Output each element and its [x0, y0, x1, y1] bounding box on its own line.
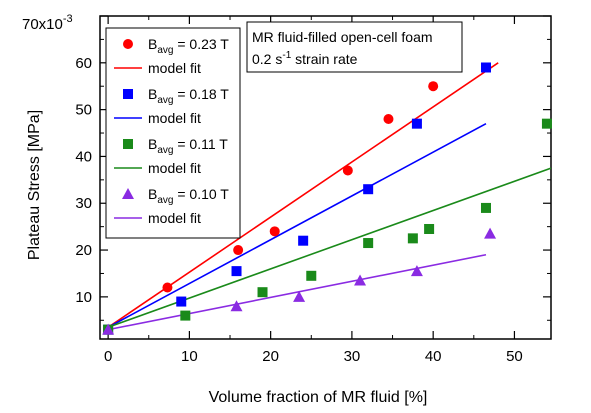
data-point-series-4: [484, 227, 497, 239]
y-tick-label: 50: [75, 102, 92, 119]
data-point-series-2: [363, 184, 374, 195]
y-tick-label: 60: [75, 55, 92, 72]
legend-label-b: B: [148, 186, 157, 202]
y-axis-title: Plateau Stress [MPa]: [26, 110, 43, 260]
x-tick-label: 0: [104, 348, 112, 365]
annotation-rate-suffix: strain rate: [291, 51, 357, 67]
annotation-line-1: MR fluid-filled open-cell foam: [252, 29, 433, 45]
data-point-series-3: [180, 310, 191, 321]
legend-label-value: = 0.10 T: [173, 186, 229, 202]
data-point-series-1: [383, 113, 394, 124]
legend-label-b: B: [148, 36, 157, 52]
data-point-series-2: [298, 235, 309, 246]
data-point-series-2: [176, 296, 187, 307]
data-point-series-1: [269, 226, 280, 237]
data-point-series-4: [293, 290, 306, 302]
legend-marker-series-1: [123, 39, 133, 49]
x-tick-label: 50: [506, 348, 523, 365]
fit-line-series-1: [107, 62, 499, 328]
data-point-series-4: [102, 323, 115, 335]
legend-label-sub: avg: [157, 195, 173, 206]
legend-label-series-2: Bavg = 0.18 T: [148, 86, 229, 106]
legend-fit-label-series-1: model fit: [148, 60, 201, 76]
legend-label-b: B: [148, 136, 157, 152]
x-tick-label: 20: [262, 348, 279, 365]
x-axis-title: Volume fraction of MR fluid [%]: [209, 389, 428, 406]
y-tick-label: 30: [75, 195, 92, 212]
data-point-series-2: [411, 118, 422, 129]
legend-label-value: = 0.23 T: [173, 36, 229, 52]
legend-label-value: = 0.11 T: [173, 136, 228, 152]
x-tick-label: 10: [181, 348, 198, 365]
tick-labels: 0 10 20 30 40 50 10 20 30 40 50 60: [75, 55, 522, 365]
legend-label-sub: avg: [157, 145, 173, 156]
legend-marker-series-3: [123, 139, 133, 149]
legend-fit-label-series-2: model fit: [148, 110, 201, 126]
data-point-series-1: [428, 81, 439, 92]
legend-label-value: = 0.18 T: [173, 86, 229, 102]
data-point-series-2: [480, 62, 491, 73]
y-tick-label: 20: [75, 242, 92, 259]
legend-label-sub: avg: [157, 95, 173, 106]
data-point-series-1: [233, 245, 244, 256]
x-tick-label: 30: [344, 348, 361, 365]
fit-line-series-2: [107, 122, 487, 329]
legend-label-series-3: Bavg = 0.11 T: [148, 136, 228, 156]
legend-label-sub: avg: [157, 45, 173, 56]
data-point-series-3: [480, 202, 491, 213]
data-point-series-1: [342, 165, 353, 176]
data-point-series-3: [424, 223, 435, 234]
y-tick-label: 10: [75, 289, 92, 306]
data-markers: [102, 62, 552, 335]
legend-marker-series-2: [123, 89, 133, 99]
data-point-series-3: [541, 118, 552, 129]
legend: Bavg = 0.23 T model fit Bavg = 0.18 T model…: [105, 27, 241, 239]
y-top-label-exponent: -3: [63, 13, 73, 25]
annotation-line-2: 0.2 s-1 strain rate: [252, 50, 358, 67]
annotation-box: MR fluid-filled open-cell foam 0.2 s-1 s…: [246, 21, 463, 73]
data-point-series-4: [230, 300, 243, 312]
x-tick-label: 40: [425, 348, 442, 365]
annotation-frame: [246, 21, 463, 73]
y-tick-label: 40: [75, 148, 92, 165]
data-point-series-4: [410, 265, 423, 277]
data-point-series-3: [363, 238, 374, 249]
legend-marker-series-4: [122, 188, 134, 199]
annotation-rate: 0.2 s: [252, 51, 282, 67]
data-point-series-3: [257, 287, 268, 298]
data-point-series-3: [407, 233, 418, 244]
y-top-label: 70x10-3: [22, 13, 73, 33]
fit-line-series-4: [107, 253, 487, 331]
annotation-rate-exponent: -1: [282, 50, 291, 61]
legend-fit-label-series-3: model fit: [148, 160, 201, 176]
y-top-label-mantissa: 70x10: [22, 16, 63, 33]
data-point-series-4: [354, 274, 367, 286]
plot-frame: [99, 15, 552, 340]
legend-fit-label-series-4: model fit: [148, 210, 201, 226]
data-point-series-3: [306, 270, 317, 281]
data-point-series-2: [231, 266, 242, 277]
legend-box: [105, 27, 241, 239]
data-point-series-1: [162, 282, 173, 293]
legend-label-series-1: Bavg = 0.23 T: [148, 36, 229, 56]
legend-label-series-4: Bavg = 0.10 T: [148, 186, 229, 206]
legend-label-b: B: [148, 86, 157, 102]
